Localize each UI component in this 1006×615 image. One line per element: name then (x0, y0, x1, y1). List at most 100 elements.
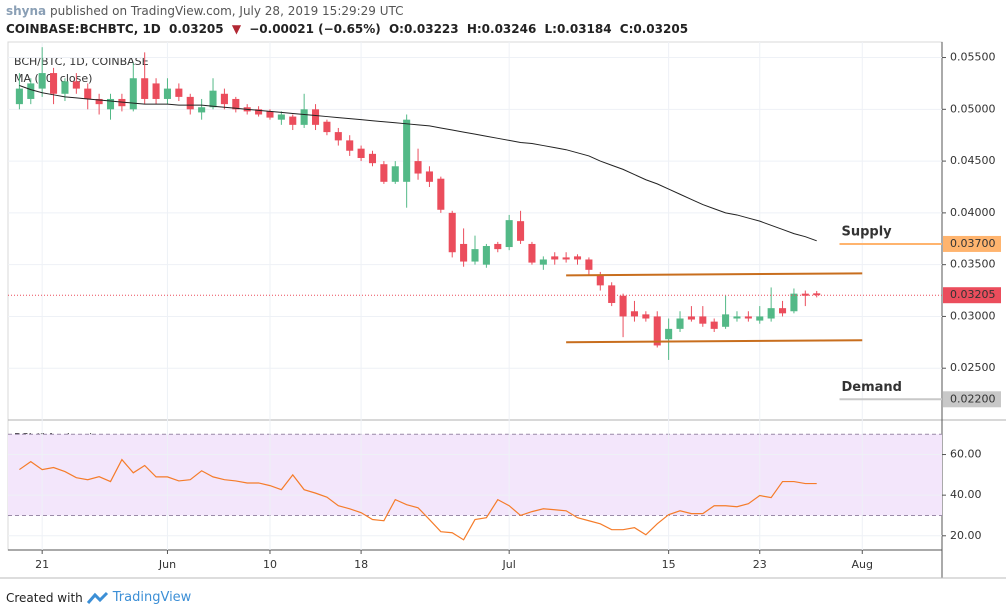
candle-body (528, 243, 536, 263)
candle-body (84, 88, 92, 99)
rsi-line (19, 458, 817, 541)
price-label-box (943, 287, 1001, 304)
published: published on TradingView.com, July 28, 2… (49, 4, 404, 18)
x-tick-label: Aug (852, 558, 873, 571)
candle-body (585, 259, 593, 270)
candle-body (312, 109, 320, 125)
candle-body (710, 321, 718, 329)
low: L:0.03184 (544, 22, 612, 36)
chart: BCH/BTC, 1D, COINBASE MA (50, close) RSI… (0, 41, 1006, 579)
price-label: 0.03205 (950, 288, 996, 301)
x-tick-label: 15 (662, 558, 676, 571)
chart-title: BCH/BTC, 1D, COINBASE (14, 55, 149, 68)
candle-body (414, 161, 422, 174)
candle-body (596, 275, 604, 286)
candle-body (380, 164, 388, 182)
open: O:0.03223 (388, 22, 459, 36)
last-price: 0.03205 (168, 22, 224, 36)
y-tick-label: 0.05000 (950, 102, 996, 115)
x-tick-label: 10 (263, 558, 277, 571)
symbol-line: COINBASE:BCHBTC, 1D 0.03205 ▼ −0.00021 (… (6, 22, 692, 36)
candle-body (642, 314, 650, 319)
trend-line (566, 272, 863, 277)
price-label: 0.02200 (950, 392, 996, 405)
publish-line: shyna published on TradingView.com, July… (6, 4, 404, 18)
rsi-tick-label: 40.00 (950, 488, 982, 501)
candle-body (186, 96, 194, 110)
candle-body (756, 316, 764, 321)
logo (86, 591, 108, 604)
price-label-box (943, 391, 1001, 408)
candle-body (289, 116, 297, 125)
candle-body (198, 107, 206, 113)
trend-line (566, 339, 863, 344)
annotation: Demand (841, 380, 902, 395)
candle-body (50, 73, 58, 94)
candle-body (687, 316, 695, 320)
candle-body (482, 246, 490, 265)
candle-body (767, 308, 775, 319)
x-tick-label: Jul (502, 558, 516, 571)
candle-body (403, 119, 411, 182)
candle-body (61, 81, 69, 94)
candle-body (733, 316, 741, 319)
candle-body (437, 178, 445, 210)
candle-body (801, 293, 809, 296)
x-tick-label: Jun (158, 558, 176, 571)
candle-body (573, 256, 582, 260)
x-tick-label: 23 (753, 558, 767, 571)
candle-body (448, 212, 456, 253)
candle-body (209, 90, 217, 108)
candle-body (517, 221, 525, 241)
candle-body (562, 257, 570, 260)
candle-body (539, 259, 547, 265)
annotation: Supply (841, 224, 892, 239)
close: C:0.03205 (619, 22, 689, 36)
candle-body (779, 308, 787, 314)
candle-body (630, 311, 638, 317)
candle-body (72, 81, 80, 89)
candle-body (175, 88, 183, 97)
candle-body (744, 316, 752, 319)
x-tick-label: 21 (35, 558, 49, 571)
candle-body (232, 98, 240, 110)
candle-body (300, 109, 308, 125)
candle-body (653, 316, 661, 346)
y-tick-label: 0.04000 (950, 206, 996, 219)
candle-body (152, 83, 160, 99)
candle-body (425, 171, 433, 182)
high: H:0.03246 (466, 22, 537, 36)
change: −0.00021 (−0.65%) (249, 22, 381, 36)
footer-brand: TradingView (112, 590, 192, 605)
candle-body (277, 114, 285, 120)
y-tick-label: 0.03500 (950, 258, 996, 271)
footer-text: Created with (6, 590, 83, 605)
candle-body (106, 98, 115, 110)
candle-body (471, 249, 479, 262)
candle-body (95, 98, 103, 105)
down-arrow: ▼ (231, 22, 242, 36)
y-tick-label: 0.03000 (950, 309, 996, 322)
candle-body (676, 318, 684, 329)
candle-body (129, 78, 137, 110)
candle-body (460, 243, 468, 262)
ma-line (19, 85, 817, 242)
y-tick-label: 0.05500 (950, 51, 996, 64)
price-label: 0.03700 (950, 237, 996, 250)
candle-body (346, 140, 354, 151)
candle-body (220, 93, 228, 105)
x-tick-label: 18 (354, 558, 368, 571)
candle-body (391, 166, 399, 182)
candle-body (38, 73, 46, 89)
candle-body (368, 153, 377, 164)
symbol: COINBASE:BCHBTC, 1D (6, 22, 161, 36)
candle-body (357, 148, 365, 158)
candle-body (665, 328, 673, 340)
candle-body (813, 293, 821, 296)
footer: Created with TradingView (6, 590, 191, 605)
candle-body (15, 88, 23, 105)
rsi-band (8, 434, 942, 516)
candle-body (608, 285, 616, 303)
candle-body (619, 295, 627, 317)
